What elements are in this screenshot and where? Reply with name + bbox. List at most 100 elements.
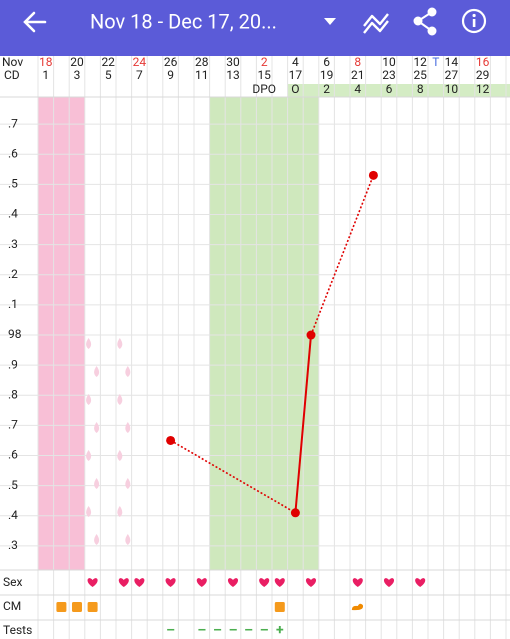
- dpo-label: DPO: [252, 82, 276, 96]
- spotting-drop: [86, 338, 92, 349]
- date-label: 22: [101, 55, 115, 69]
- date-label: 30: [226, 55, 240, 69]
- date-label: 26: [164, 55, 178, 69]
- temp-point: [306, 330, 316, 340]
- fertile-window: [209, 97, 319, 570]
- y-tick-label: .5: [8, 478, 18, 492]
- today-marker: T: [432, 55, 439, 69]
- date-label: 18: [39, 55, 53, 69]
- dpo-value: 12: [476, 82, 490, 96]
- date-label: 24: [133, 55, 147, 69]
- y-tick-label: .2: [8, 267, 18, 281]
- spotting-drop: [125, 422, 131, 433]
- info-button[interactable]: [461, 8, 487, 34]
- spotting-drop: [125, 534, 131, 545]
- y-tick-label: 98: [8, 327, 22, 341]
- spotting-drop: [117, 450, 123, 461]
- cycle-day: 21: [351, 68, 365, 82]
- dropdown[interactable]: [324, 18, 336, 25]
- share-button[interactable]: [413, 7, 437, 36]
- dpo-value: 2: [323, 82, 330, 96]
- back-button[interactable]: [23, 11, 47, 33]
- heart-icon: [305, 578, 317, 587]
- heart-icon: [87, 578, 98, 587]
- chart-toggle[interactable]: [363, 13, 389, 34]
- date-label: 14: [445, 55, 459, 69]
- test-result: –: [260, 623, 269, 639]
- cycle-day: 15: [257, 68, 271, 82]
- dpo-value: 4: [354, 82, 361, 96]
- spotting-drop: [94, 534, 100, 545]
- test-result: –: [229, 623, 238, 639]
- cycle-day: 17: [289, 68, 303, 82]
- test-result: –: [244, 623, 253, 639]
- date-label: 8: [354, 55, 361, 69]
- heart-icon: [274, 578, 285, 587]
- cm-icon: [56, 602, 67, 612]
- temp-point: [290, 508, 300, 518]
- cycle-day: 29: [476, 68, 490, 82]
- dpo-value: 6: [386, 82, 393, 96]
- date-label: 20: [70, 55, 84, 69]
- y-tick-label: .4: [8, 508, 18, 522]
- cycle-day: 9: [167, 68, 174, 82]
- y-tick-label: .3: [8, 237, 18, 251]
- heart-icon: [352, 578, 363, 587]
- test-result: –: [213, 623, 222, 639]
- cycle-day: 11: [195, 68, 209, 82]
- heart-icon: [227, 578, 239, 587]
- spotting-drop: [125, 478, 131, 489]
- test-result: –: [166, 623, 175, 639]
- y-tick-label: .6: [8, 448, 18, 462]
- heart-icon: [118, 578, 129, 587]
- dpo-value: 8: [417, 82, 424, 96]
- y-tick-label: .5: [8, 177, 18, 191]
- temp-segment: [310, 175, 375, 336]
- date-label: 10: [382, 55, 396, 69]
- y-tick-label: .8: [8, 387, 18, 401]
- cycle-day: 7: [136, 68, 143, 82]
- spotting-drop: [86, 394, 92, 405]
- cycle-day: 25: [413, 68, 427, 82]
- cm-icon: [72, 602, 82, 612]
- spotting-drop: [117, 394, 123, 405]
- cd-label: CD: [4, 68, 20, 82]
- dpo-value: 10: [445, 82, 459, 96]
- dpo-band: [287, 84, 510, 97]
- y-tick-label: .3: [8, 538, 18, 552]
- row-label: Tests: [3, 623, 32, 637]
- title[interactable]: Nov 18 - Dec 17, 20...: [90, 9, 277, 33]
- y-tick-label: .7: [8, 116, 18, 130]
- spotting-drop: [117, 506, 123, 517]
- date-label: 4: [292, 55, 299, 69]
- heart-icon: [134, 578, 145, 587]
- cycle-day: 23: [382, 68, 396, 82]
- dpo-value: O: [291, 82, 299, 96]
- cycle-day: 13: [226, 68, 240, 82]
- spotting-drop: [94, 366, 100, 377]
- heart-icon: [383, 578, 395, 587]
- date-label: 2: [261, 55, 268, 69]
- cm-icon: [87, 602, 98, 612]
- test-result: +: [276, 623, 284, 639]
- temp-segment: [294, 334, 312, 513]
- spotting-drop: [86, 506, 92, 517]
- month-label: Nov: [2, 55, 23, 69]
- cycle-day: 1: [42, 68, 49, 82]
- y-tick-label: .6: [8, 146, 18, 160]
- cm-icon: [274, 602, 285, 612]
- y-tick-label: .1: [8, 297, 18, 311]
- spotting-drop: [94, 422, 100, 433]
- date-label: 12: [413, 55, 427, 69]
- cycle-day: 3: [74, 68, 81, 82]
- cycle-day: 5: [105, 68, 112, 82]
- y-tick-label: .7: [8, 418, 18, 432]
- cm-icon: [351, 603, 364, 611]
- test-result: –: [197, 623, 206, 639]
- spotting-drop: [117, 338, 123, 349]
- row-label: CM: [3, 599, 21, 613]
- temp-point: [166, 435, 176, 445]
- date-label: 16: [476, 55, 490, 69]
- date-label: 28: [195, 55, 209, 69]
